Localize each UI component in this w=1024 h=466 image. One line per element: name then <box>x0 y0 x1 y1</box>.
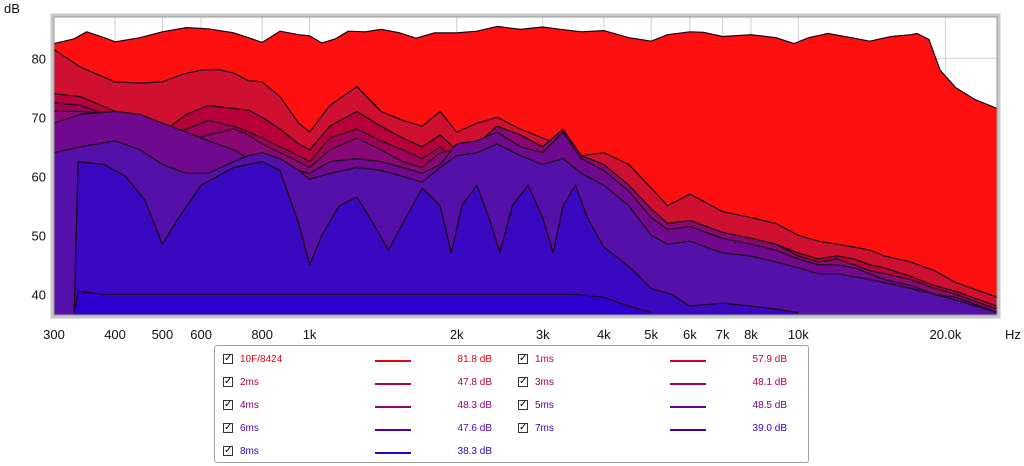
y-tick-80: 80 <box>32 51 46 66</box>
x-tick-8k: 8k <box>744 327 758 342</box>
legend-series-name: 4ms <box>240 400 259 411</box>
legend-checkbox[interactable]: ✓ <box>518 353 528 364</box>
legend-checkbox[interactable]: ✓ <box>518 376 528 387</box>
legend-series-name: 6ms <box>240 423 259 434</box>
legend: ✓ 10F/8424 81.8 dB ✓ 1ms 57.9 dB ✓ 2ms 47.8 dB ✓ 3… <box>214 345 809 463</box>
legend-series-name: 1ms <box>535 354 554 365</box>
legend-checkbox[interactable]: ✓ <box>223 445 233 456</box>
x-tick-1k: 1k <box>303 327 317 342</box>
plot-frame <box>53 16 998 316</box>
legend-entry-4: ✓ 3ms 48.1 dB <box>518 373 798 393</box>
legend-series-value: 47.6 dB <box>457 423 492 434</box>
x-tick-10k: 10k <box>788 327 809 342</box>
plot-shadow <box>50 13 1001 319</box>
series-line-6 <box>54 110 997 313</box>
legend-line-swatch <box>670 383 706 385</box>
x-tick-6k: 6k <box>683 327 697 342</box>
series-area-8 <box>74 161 799 315</box>
x-tick-500: 500 <box>152 327 174 342</box>
legend-series-value: 39.0 dB <box>752 423 787 434</box>
y-tick-60: 60 <box>32 169 46 184</box>
legend-checkbox[interactable]: ✓ <box>518 422 528 433</box>
legend-checkbox[interactable]: ✓ <box>223 353 233 364</box>
x-tick-7k: 7k <box>716 327 730 342</box>
legend-series-value: 48.3 dB <box>457 400 492 411</box>
legend-entry-2: ✓ 1ms 57.9 dB <box>518 350 798 370</box>
series-area-9 <box>74 291 652 315</box>
x-axis-unit: Hz <box>1005 327 1021 342</box>
legend-checkbox[interactable]: ✓ <box>223 422 233 433</box>
x-tick-800: 800 <box>251 327 273 342</box>
legend-entry-6: ✓ 5ms 48.5 dB <box>518 396 798 416</box>
legend-entry-5: ✓ 4ms 48.3 dB <box>223 396 503 416</box>
x-tick-20.0k: 20.0k <box>930 327 962 342</box>
legend-line-swatch <box>375 383 411 385</box>
legend-series-name: 2ms <box>240 377 259 388</box>
x-tick-5k: 5k <box>644 327 658 342</box>
series-line-1 <box>54 25 997 110</box>
series-line-9 <box>73 290 652 314</box>
x-tick-4k: 4k <box>597 327 611 342</box>
legend-entry-1: ✓ 10F/8424 81.8 dB <box>223 350 503 370</box>
legend-series-value: 38.3 dB <box>457 446 492 457</box>
series-line-8 <box>73 161 799 314</box>
plot-border <box>53 16 998 316</box>
legend-series-value: 81.8 dB <box>457 354 492 365</box>
legend-line-swatch <box>670 406 706 408</box>
legend-entry-8: ✓ 7ms 39.0 dB <box>518 419 798 439</box>
legend-line-swatch <box>375 360 411 362</box>
legend-series-value: 48.5 dB <box>752 400 787 411</box>
series-line-7 <box>54 140 997 314</box>
legend-line-swatch <box>670 429 706 431</box>
x-tick-600: 600 <box>190 327 212 342</box>
y-axis-label: dB <box>4 1 20 16</box>
legend-series-name: 3ms <box>535 377 554 388</box>
series-areas <box>54 25 997 315</box>
axis-ticks: 40 50 60 70 80 300 400 500 600 800 1k 2k 3k 4k 5k 6k 7k 8… <box>32 51 962 342</box>
series-line-5 <box>54 110 997 310</box>
legend-series-value: 47.8 dB <box>457 377 492 388</box>
frequency-response-chart: 40 50 60 70 80 300 400 500 600 800 1k 2k 3k 4k 5k 6k 7k 8… <box>4 1 1021 342</box>
legend-entry-3: ✓ 2ms 47.8 dB <box>223 373 503 393</box>
legend-entry-7: ✓ 6ms 47.6 dB <box>223 419 503 439</box>
legend-series-name: 8ms <box>240 446 259 457</box>
legend-entry-9: ✓ 8ms 38.3 dB <box>223 442 503 462</box>
y-tick-50: 50 <box>32 228 46 243</box>
legend-series-name: 5ms <box>535 400 554 411</box>
legend-series-name: 10F/8424 <box>240 354 283 365</box>
legend-line-swatch <box>375 429 411 431</box>
legend-line-swatch <box>375 406 411 408</box>
x-tick-300: 300 <box>43 327 65 342</box>
x-tick-400: 400 <box>104 327 126 342</box>
legend-line-swatch <box>670 360 706 362</box>
legend-series-name: 7ms <box>535 423 554 434</box>
series-line-2 <box>54 49 997 298</box>
y-tick-70: 70 <box>32 110 46 125</box>
x-tick-2k: 2k <box>450 327 464 342</box>
legend-series-value: 57.9 dB <box>752 354 787 365</box>
legend-line-swatch <box>375 452 411 454</box>
legend-checkbox[interactable]: ✓ <box>223 399 233 410</box>
y-tick-40: 40 <box>32 287 46 302</box>
legend-series-value: 48.1 dB <box>752 377 787 388</box>
legend-checkbox[interactable]: ✓ <box>518 399 528 410</box>
legend-checkbox[interactable]: ✓ <box>223 376 233 387</box>
x-tick-3k: 3k <box>536 327 550 342</box>
